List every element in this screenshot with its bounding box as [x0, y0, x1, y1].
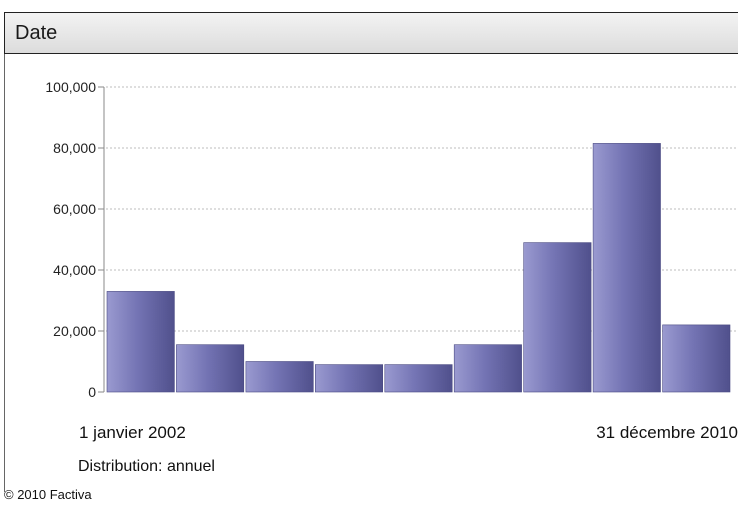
distribution-label: Distribution:: [78, 458, 163, 475]
bars: [106, 143, 731, 393]
bar-2004: [245, 361, 314, 393]
panel-border: [4, 54, 5, 492]
bar-2009: [592, 143, 661, 393]
bar-2008: [523, 242, 592, 393]
y-tick-label: 100,000: [45, 79, 96, 95]
distribution-value: annuel: [166, 458, 215, 475]
y-tick-label: 0: [88, 384, 96, 400]
y-tick-label: 40,000: [53, 262, 96, 278]
bar-2006: [384, 364, 453, 393]
bar-2002: [106, 291, 175, 393]
y-tick-label: 20,000: [53, 323, 96, 339]
distribution-text: Distribution: annuel: [78, 458, 215, 476]
y-tick-label: 80,000: [53, 140, 96, 156]
bar-2005: [314, 364, 383, 393]
y-axis: 0 20,000 40,000 60,000 80,000 100,000: [45, 79, 105, 400]
date-distribution-chart: 0 20,000 40,000 60,000 80,000 100,000: [45, 79, 737, 400]
y-tick-label: 60,000: [53, 201, 96, 217]
panel-title: Date: [15, 22, 58, 44]
copyright-text: © 2010 Factiva: [4, 487, 92, 502]
range-end-label: 31 décembre 2010: [596, 423, 738, 442]
range-start-label: 1 janvier 2002: [79, 423, 186, 442]
panel-header: Date: [4, 12, 738, 54]
bar-2007: [453, 344, 522, 393]
bar-2003: [176, 344, 245, 393]
bar-2010: [662, 324, 731, 393]
